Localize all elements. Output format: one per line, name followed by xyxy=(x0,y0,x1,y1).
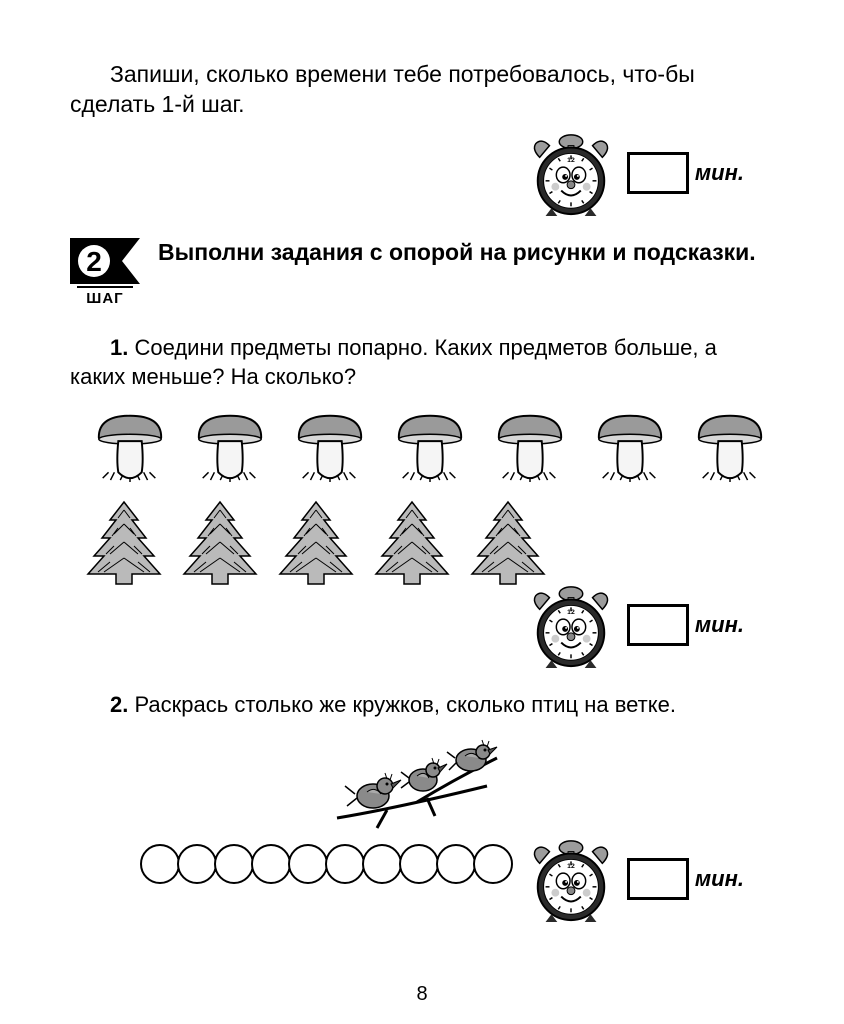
mushroom-icon xyxy=(390,406,470,484)
flag-icon: 2 xyxy=(70,238,140,284)
clock-icon xyxy=(521,580,621,670)
empty-circle[interactable] xyxy=(325,844,365,884)
tree-icon xyxy=(176,496,264,588)
empty-circle[interactable] xyxy=(214,844,254,884)
task1-text: 1. Соедини предметы попарно. Каких предм… xyxy=(70,333,774,392)
trees-row xyxy=(70,496,774,588)
timer-row-intro: мин. xyxy=(70,128,774,218)
step-header: 2 ШАГ Выполни задания с опорой на рисунк… xyxy=(70,238,774,307)
empty-circle[interactable] xyxy=(473,844,513,884)
timer-row-task1: мин. xyxy=(70,580,774,670)
mushrooms-row xyxy=(70,406,774,484)
empty-circle[interactable] xyxy=(177,844,217,884)
step-label: ШАГ xyxy=(77,286,133,307)
tree-icon xyxy=(80,496,168,588)
intro-text: Запиши, сколько времени тебе потребовало… xyxy=(70,60,774,120)
minute-input-box[interactable] xyxy=(627,604,689,646)
empty-circle[interactable] xyxy=(251,844,291,884)
task1-body: Соедини предметы попарно. Каких предмето… xyxy=(70,335,717,390)
empty-circle[interactable] xyxy=(362,844,402,884)
empty-circle[interactable] xyxy=(288,844,328,884)
task2-text: 2. Раскрась столько же кружков, сколько … xyxy=(70,690,774,720)
mushroom-icon xyxy=(190,406,270,484)
birds-illustration xyxy=(70,728,774,838)
empty-circle[interactable] xyxy=(399,844,439,884)
step-number: 2 xyxy=(86,246,102,277)
task2-number: 2. xyxy=(110,692,128,717)
clock-icon xyxy=(521,834,621,924)
tree-icon xyxy=(368,496,456,588)
tree-icon xyxy=(272,496,360,588)
task1-number: 1. xyxy=(110,335,128,360)
mushroom-icon xyxy=(690,406,770,484)
minute-label: мин. xyxy=(695,160,744,186)
step-title: Выполни задания с опорой на рисунки и по… xyxy=(158,238,774,268)
birds-icon xyxy=(322,728,522,838)
clock-icon xyxy=(521,128,621,218)
empty-circle[interactable] xyxy=(140,844,180,884)
minute-input-box[interactable] xyxy=(627,152,689,194)
minute-label: мин. xyxy=(695,866,744,892)
task2-body: Раскрась столько же кружков, сколько пти… xyxy=(128,692,676,717)
mushroom-icon xyxy=(590,406,670,484)
empty-circle[interactable] xyxy=(436,844,476,884)
mushroom-icon xyxy=(90,406,170,484)
page-number: 8 xyxy=(0,983,844,1006)
mushroom-icon xyxy=(290,406,370,484)
minute-label: мин. xyxy=(695,612,744,638)
tree-icon xyxy=(464,496,552,588)
step-flag: 2 ШАГ xyxy=(70,238,140,307)
mushroom-icon xyxy=(490,406,570,484)
minute-input-box[interactable] xyxy=(627,858,689,900)
